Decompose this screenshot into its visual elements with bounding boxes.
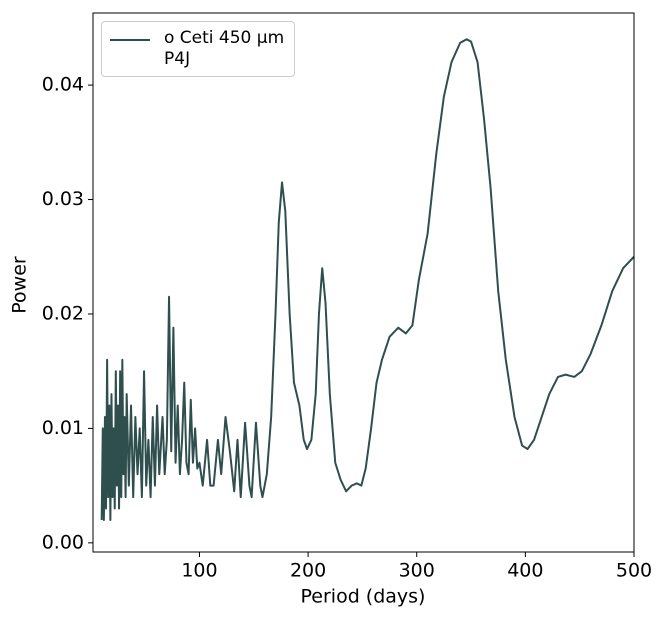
y-tick-label: 0.02 <box>42 302 84 324</box>
x-tick-label: 500 <box>616 560 652 582</box>
x-tick-label: 300 <box>399 560 435 582</box>
x-axis-label: Period (days) <box>301 586 426 608</box>
plot-frame <box>92 12 635 553</box>
x-tick-label: 400 <box>507 560 543 582</box>
y-axis-label: Power <box>9 256 31 314</box>
legend-swatch <box>110 39 150 41</box>
y-tick-label: 0.00 <box>42 531 84 553</box>
x-tick-label: 200 <box>290 560 326 582</box>
legend-label: o Ceti 450 μm P4J <box>164 28 285 69</box>
data-line <box>100 38 635 521</box>
x-tick-label: 100 <box>181 560 217 582</box>
legend: o Ceti 450 μm P4J <box>101 21 296 77</box>
y-tick-label: 0.04 <box>42 74 84 96</box>
y-tick-label: 0.01 <box>42 417 84 439</box>
y-tick-label: 0.03 <box>42 188 84 210</box>
